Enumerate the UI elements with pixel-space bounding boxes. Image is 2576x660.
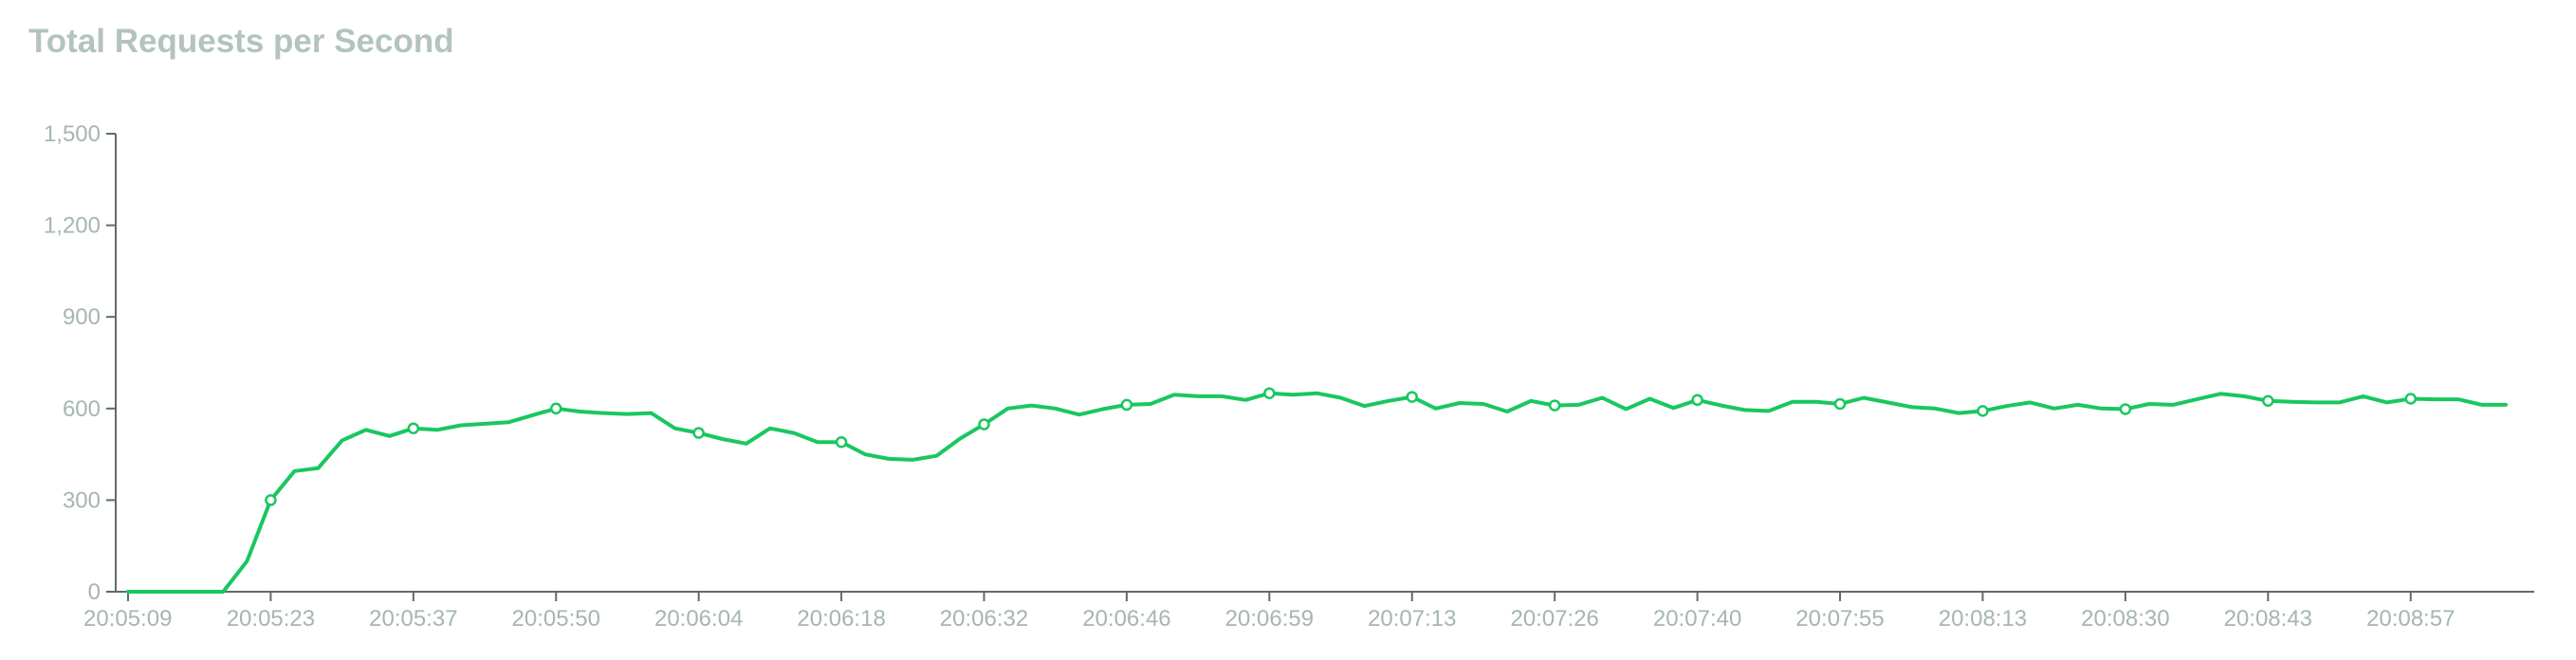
y-tick-label: 1,500 — [44, 121, 101, 147]
x-tick-label: 20:08:57 — [2366, 606, 2455, 632]
series-point — [2119, 403, 2132, 415]
x-tick-label: 20:05:50 — [512, 606, 600, 632]
x-tick-label: 20:06:18 — [797, 606, 885, 632]
y-tick-label: 600 — [63, 396, 101, 422]
x-tick-label: 20:06:04 — [654, 606, 743, 632]
series-point — [265, 494, 277, 506]
series-point — [1263, 387, 1276, 399]
x-tick-label: 20:07:26 — [1510, 606, 1598, 632]
series-point — [692, 427, 705, 439]
series-line — [126, 391, 2508, 594]
x-tick-label: 20:07:13 — [1368, 606, 1456, 632]
y-tick-label: 1,200 — [44, 213, 101, 239]
y-tick-label: 300 — [63, 487, 101, 513]
x-tick-label: 20:05:09 — [83, 606, 172, 632]
x-tick-label: 20:07:55 — [1795, 606, 1884, 632]
x-tick-label: 20:06:32 — [940, 606, 1028, 632]
series-point — [1833, 397, 1847, 411]
series-point — [1120, 398, 1133, 412]
series-point — [1977, 405, 1989, 417]
x-tick-label: 20:08:13 — [1939, 606, 2027, 632]
series-point — [835, 435, 848, 449]
y-tick-label: 0 — [88, 579, 101, 605]
y-axis: 0 300 600 900 1,200 1,500 — [44, 121, 117, 605]
series-point — [978, 418, 990, 431]
series-layer — [126, 387, 2508, 594]
series-point — [2404, 393, 2417, 405]
series-point — [1406, 391, 1419, 403]
x-tick-label: 20:05:23 — [227, 606, 315, 632]
x-tick-label: 20:08:30 — [2081, 606, 2169, 632]
chart-title: Total Requests per Second — [28, 23, 454, 60]
series-point — [407, 422, 420, 434]
x-tick-label: 20:08:43 — [2224, 606, 2312, 632]
x-axis: 20:05:09 20:05:23 20:05:37 20:05:50 20:06:04… — [83, 591, 2534, 632]
series-point — [1548, 399, 1561, 412]
series-point — [1691, 394, 1703, 407]
x-tick-label: 20:05:37 — [369, 606, 457, 632]
series-point — [2262, 394, 2274, 407]
x-tick-label: 20:06:46 — [1082, 606, 1170, 632]
series-point — [550, 402, 562, 415]
y-tick-label: 900 — [63, 304, 101, 330]
x-tick-label: 20:06:59 — [1225, 606, 1314, 632]
x-tick-label: 20:07:40 — [1653, 606, 1741, 632]
